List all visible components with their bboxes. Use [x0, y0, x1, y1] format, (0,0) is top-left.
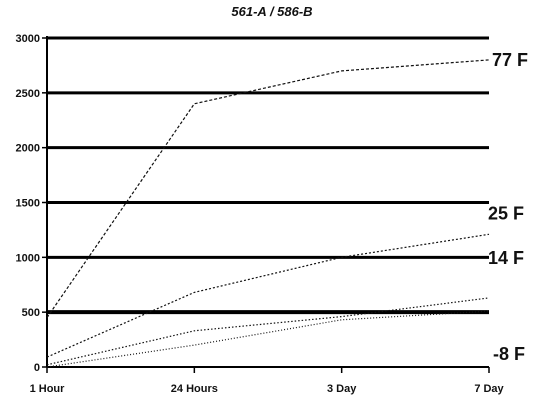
x-tick-label: 7 Day: [474, 383, 504, 395]
series-label: 14 F: [488, 248, 524, 268]
y-tick-label: 500: [22, 307, 40, 319]
series-line: [46, 310, 490, 368]
y-tick-label: 1000: [16, 252, 40, 264]
series-line: [46, 233, 490, 358]
y-tick-label: 1500: [16, 198, 40, 210]
series-line: [46, 297, 490, 366]
grid-layer: [47, 36, 489, 315]
chart-title: 561-A / 586-B: [231, 4, 312, 19]
y-tick-label: 3000: [16, 33, 40, 45]
series-label: -8 F: [493, 344, 525, 364]
y-tick-label: 2500: [16, 88, 40, 100]
label-layer: 77 F 25 F 14 F -8 F: [488, 50, 528, 364]
x-tick-label: 24 Hours: [171, 383, 218, 395]
x-tick-label: 3 Day: [327, 383, 357, 395]
series-label: 77 F: [492, 50, 528, 70]
series-label: 25 F: [488, 203, 524, 223]
series-line: [46, 59, 490, 318]
y-tick-label: 2000: [16, 143, 40, 155]
axis-layer: 0 500 1000 1500 2000 2500 3000 1 Hour 24 Hours 3 …: [16, 33, 505, 395]
x-tick-label: 1 Hour: [30, 383, 66, 395]
y-tick-label: 0: [34, 362, 40, 374]
series-layer: [46, 59, 490, 368]
